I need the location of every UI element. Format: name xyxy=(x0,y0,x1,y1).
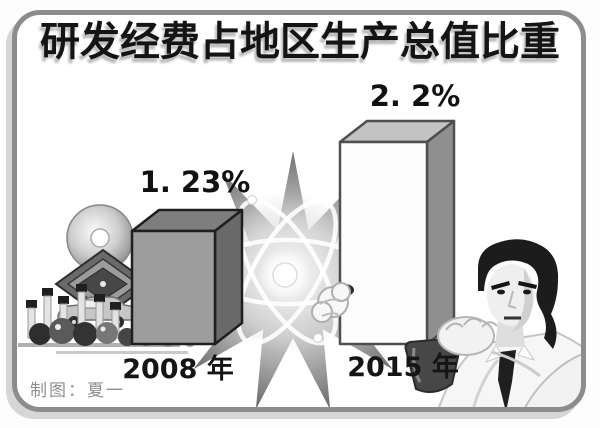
atom-orbit xyxy=(236,198,338,346)
electron xyxy=(247,195,257,205)
category-label-2008: 2008 年 xyxy=(122,354,234,385)
lab-equipment-cluster xyxy=(18,204,196,354)
gripping-hand-right xyxy=(437,316,586,412)
eyebrow-right xyxy=(518,281,537,289)
bar-2015-side-face xyxy=(425,119,456,346)
infographic-art xyxy=(18,119,586,412)
value-label-2015: 2. 2% xyxy=(369,79,461,113)
eye-left xyxy=(497,289,505,295)
atom-orbit xyxy=(236,198,338,346)
category-label-2015: 2015 年 xyxy=(347,352,459,383)
bars-layer xyxy=(130,119,456,346)
nucleus xyxy=(272,262,298,288)
test-tubes-icon xyxy=(26,284,121,339)
nose xyxy=(507,290,517,309)
hair xyxy=(478,239,559,349)
glove-hand-left xyxy=(311,282,354,323)
cd-disc-hole xyxy=(90,228,110,248)
value-label-2008: 1. 23% xyxy=(139,165,251,199)
eye-right xyxy=(523,289,531,295)
chart-title: 研发经费占地区生产总值比重 xyxy=(40,19,560,65)
eyebrow-left xyxy=(491,281,510,290)
tie xyxy=(498,350,516,412)
shelf-line-2 xyxy=(56,351,188,354)
credit-text: 制图：夏一 xyxy=(30,381,125,401)
bar-2008-front-face xyxy=(130,229,217,346)
shelf-line xyxy=(18,343,180,347)
bar-2008 xyxy=(130,208,244,346)
electron xyxy=(313,333,323,343)
collar xyxy=(484,343,536,363)
bar-2015-front-face xyxy=(338,140,429,346)
poster-frame xyxy=(12,10,586,412)
scientist-figure xyxy=(311,239,586,412)
bar-2008-side-face xyxy=(213,208,244,346)
bar-2015 xyxy=(338,119,456,346)
